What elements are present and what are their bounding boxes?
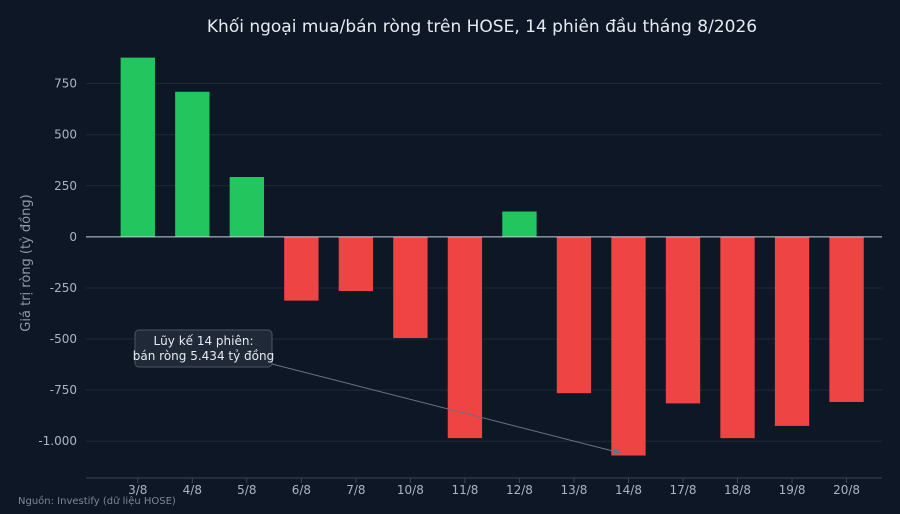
y-tick-label: 500: [54, 128, 77, 142]
bar-20-8: [829, 236, 864, 402]
y-tick-label: 750: [54, 77, 77, 91]
annotation-arrow: [271, 363, 614, 452]
x-ticks: 3/8 4/8 5/8 6/8 7/8 10/8 11/8 12/8 13/8 14/8 17/8 1…: [128, 478, 860, 497]
y-tick-label: -250: [50, 281, 77, 295]
annotation-line-2: bán ròng 5.434 tỷ đồng: [133, 349, 274, 363]
source-note: Nguồn: Investify (dữ liệu HOSE): [18, 495, 176, 507]
annotation: Lũy kế 14 phiên: bán ròng 5.434 tỷ đồng: [133, 329, 623, 455]
bar-17-8: [665, 236, 701, 404]
x-tick-label: 14/8: [615, 483, 642, 497]
x-tick-label: 13/8: [560, 483, 587, 497]
bars: [86, 57, 882, 479]
x-tick-label: 17/8: [670, 483, 697, 497]
y-tick-label: 0: [69, 230, 77, 244]
x-tick-label: 5/8: [237, 483, 256, 497]
y-tick-label: -750: [50, 383, 77, 397]
bar-5-8: [229, 176, 265, 237]
bar-3-8: [120, 57, 155, 237]
y-tick-label: 250: [54, 179, 77, 193]
annotation-box: [134, 329, 273, 368]
x-tick-label: 12/8: [506, 483, 533, 497]
x-tick-label: 11/8: [451, 483, 478, 497]
bar-7-8: [338, 236, 374, 292]
y-tick-label: -500: [50, 332, 77, 346]
x-tick-label: 4/8: [183, 483, 202, 497]
bar-10-8: [393, 236, 428, 339]
bar-11-8: [447, 236, 483, 439]
x-tick-label: 6/8: [292, 483, 311, 497]
y-ticks: 750 500 250 0 -250 -500 -750 -1.000: [38, 77, 77, 449]
y-tick-label: -1.000: [38, 434, 77, 448]
x-tick-label: 3/8: [128, 483, 147, 497]
chart-title: Khối ngoại mua/bán ròng trên HOSE, 14 ph…: [207, 16, 757, 37]
bar-13-8: [556, 236, 592, 394]
x-tick-label: 18/8: [724, 483, 751, 497]
annotation-arrowhead: [612, 447, 623, 455]
bar-18-8: [720, 236, 755, 439]
x-tick-label: 20/8: [833, 483, 860, 497]
x-tick-label: 10/8: [397, 483, 424, 497]
bar-6-8: [284, 236, 319, 301]
bar-19-8: [774, 236, 810, 426]
y-axis-label: Giá trị ròng (tỷ đồng): [19, 194, 34, 331]
bar-4-8: [175, 91, 210, 237]
x-tick-label: 7/8: [346, 483, 365, 497]
bar-12-8: [502, 211, 537, 237]
x-tick-label: 19/8: [779, 483, 806, 497]
annotation-line-1: Lũy kế 14 phiên:: [153, 334, 253, 348]
bar-14-8: [611, 236, 646, 456]
